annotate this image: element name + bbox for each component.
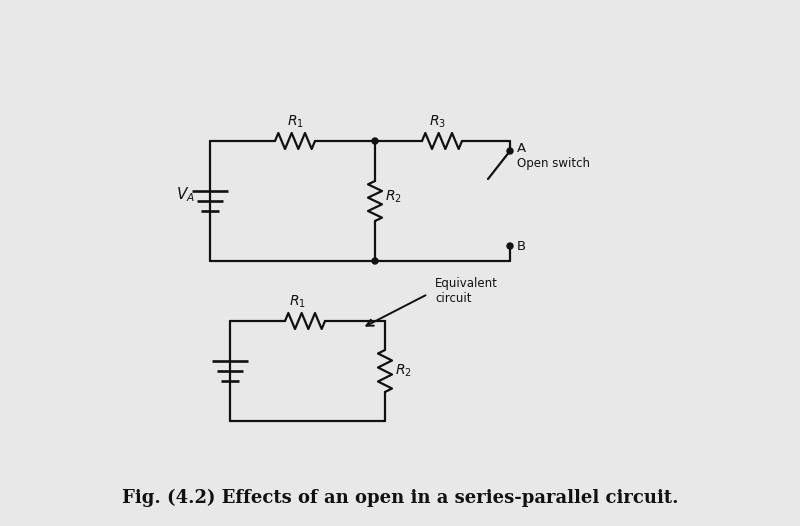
Circle shape xyxy=(372,138,378,144)
Text: $V_A$: $V_A$ xyxy=(176,186,195,204)
Text: $R_2$: $R_2$ xyxy=(395,363,412,379)
Text: $R_2$: $R_2$ xyxy=(385,189,402,205)
Circle shape xyxy=(507,243,513,249)
Text: $R_1$: $R_1$ xyxy=(289,294,306,310)
Text: Open switch: Open switch xyxy=(517,157,590,170)
Text: $R_3$: $R_3$ xyxy=(430,114,446,130)
Text: B: B xyxy=(517,239,526,252)
Text: A: A xyxy=(517,143,526,156)
Text: Equivalent
circuit: Equivalent circuit xyxy=(435,277,498,305)
Text: Fig. (4.2) Effects of an open in a series-parallel circuit.: Fig. (4.2) Effects of an open in a serie… xyxy=(122,489,678,507)
Circle shape xyxy=(507,148,513,154)
Circle shape xyxy=(372,258,378,264)
Text: $R_1$: $R_1$ xyxy=(286,114,303,130)
